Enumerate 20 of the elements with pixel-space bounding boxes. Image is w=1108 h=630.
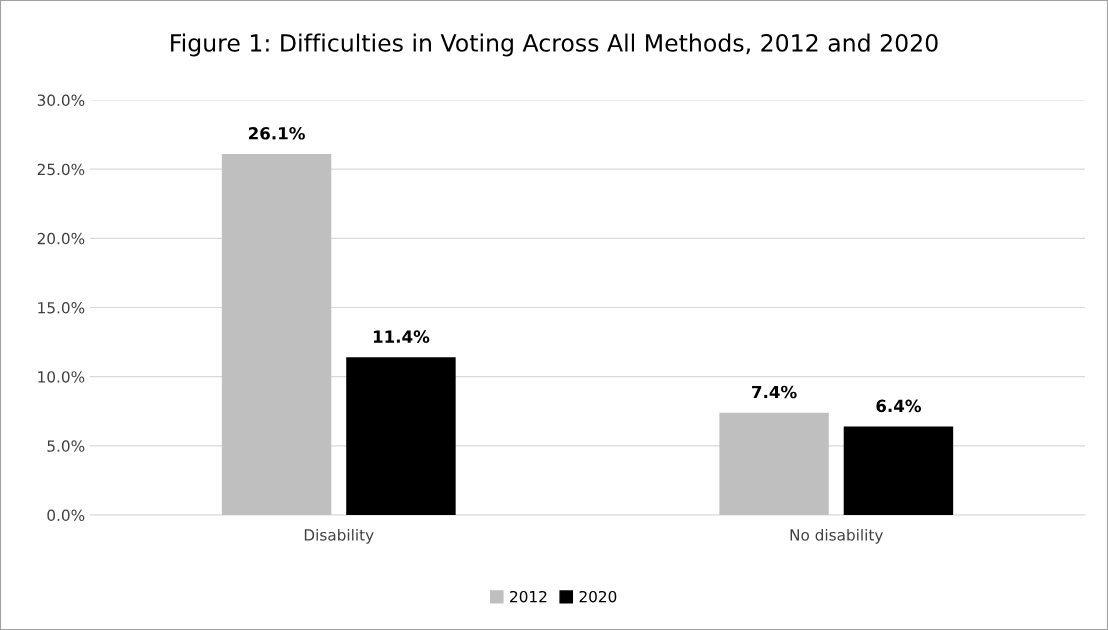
y-tick-label: 10.0% (38, 371, 85, 383)
y-tick-label: 0.0% (47, 509, 85, 522)
data-label: 7.4% (752, 385, 797, 399)
legend-label: 2020 (579, 590, 617, 603)
x-tick-label: No disability (790, 528, 883, 544)
x-tick-label: Disability (304, 528, 374, 544)
bar (221, 153, 332, 515)
bar (346, 357, 456, 515)
data-label: 26.1% (248, 127, 305, 140)
legend-label: 2012 (510, 590, 547, 603)
y-tick-label: 15.0% (38, 301, 85, 314)
y-tick-label: 25.0% (37, 163, 85, 176)
data-label: 11.4% (373, 330, 430, 343)
y-tick-label: 20.0% (37, 232, 85, 245)
chart-title: Figure 1: Difficulties in Voting Across All Methods, 2012 and 2020 (171, 33, 938, 57)
bar (843, 426, 954, 515)
y-tick-label: 30.0% (37, 94, 85, 107)
y-tick-label: 5.0% (47, 440, 85, 452)
data-label: 6.4% (876, 399, 922, 413)
bar (719, 412, 829, 515)
